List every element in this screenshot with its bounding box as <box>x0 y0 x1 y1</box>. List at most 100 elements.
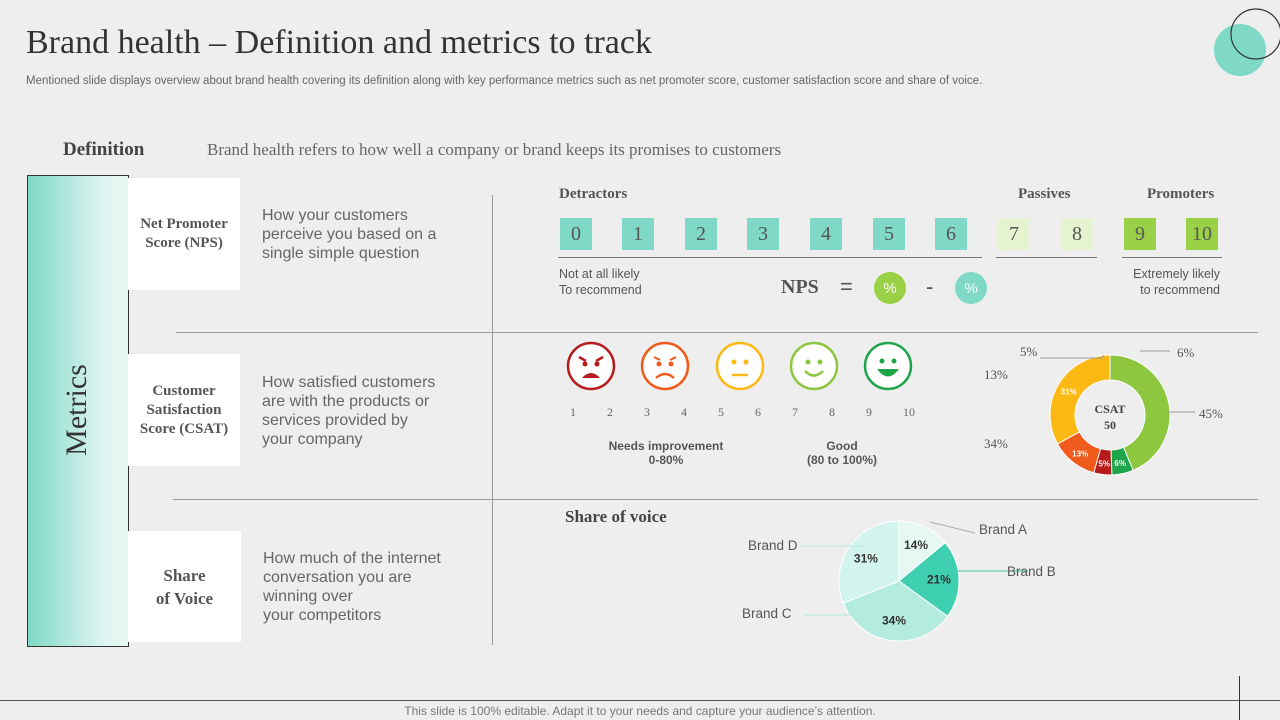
not-likely-note: Not at all likely To recommend <box>559 266 642 298</box>
share-name-line2: of Voice <box>155 588 214 608</box>
detractors-label: Detractors <box>559 186 628 202</box>
share-desc-line2: conversation you are <box>263 569 412 586</box>
needs-line2: 0-80% <box>648 453 684 467</box>
nps-scale-0: 0 <box>560 218 592 250</box>
brand-a-label: Brand A <box>979 522 1028 537</box>
metrics-label: Metrics <box>59 364 93 456</box>
share-name-line1: Share <box>163 565 206 585</box>
page-title: Brand health – Definition and metrics to… <box>26 24 652 61</box>
csat-label-5: 5% <box>1020 344 1038 359</box>
csat-rating-1: 1 <box>570 405 576 419</box>
metrics-label-wrap: Metrics <box>27 175 127 645</box>
nps-desc-line1: How your customers <box>262 207 408 224</box>
sov-slice-1 <box>898 520 946 583</box>
csat-slice-label-3: 5% <box>1098 460 1110 469</box>
csat-rating-9: 9 <box>866 405 872 419</box>
csat-desc-line4: your company <box>262 431 363 448</box>
nps-equals: = <box>840 274 853 299</box>
csat-donut-title: CSAT <box>1094 402 1126 416</box>
row-divider-1 <box>176 332 1258 333</box>
share-name-box: Share of Voice <box>128 531 241 642</box>
needs-line1: Needs improvement <box>608 439 724 453</box>
csat-desc-line2: are with the products or <box>262 393 430 410</box>
csat-donut-value: 50 <box>1104 418 1116 432</box>
happy-face-icon <box>789 341 839 391</box>
csat-name-line3: Score (CSAT) <box>139 420 229 437</box>
nps-scale-10: 10 <box>1186 218 1218 250</box>
nps-name-box: Net Promoter Score (NPS) <box>128 178 240 290</box>
share-desc-line1: How much of the internet <box>263 550 441 567</box>
not-likely-line1: Not at all likely <box>559 267 640 281</box>
share-chart-title: Share of voice <box>565 507 667 526</box>
csat-donut-chart: 6% 5% 13% 31% <box>1049 354 1171 476</box>
csat-name-line2: Satisfaction <box>146 401 222 418</box>
brand-d-label: Brand D <box>748 538 798 553</box>
nps-desc-line2: perceive you based on a <box>262 226 437 243</box>
csat-donut-center: CSAT 50 <box>1080 401 1140 433</box>
csat-rating-8: 8 <box>829 405 835 419</box>
share-desc-line3: winning over <box>263 588 353 605</box>
csat-label-34: 34% <box>984 436 1008 451</box>
nps-scale-4: 4 <box>810 218 842 250</box>
nps-name-line2: Score (NPS) <box>145 235 223 251</box>
sov-slice-label-1: 14% <box>904 538 928 552</box>
sov-slice-2 <box>898 542 960 617</box>
csat-rating-7: 7 <box>792 405 798 419</box>
sov-slice-4 <box>838 520 900 604</box>
share-of-voice-pie: 14% 21% 34% 31% <box>838 520 960 642</box>
csat-slice-label-4: 13% <box>1072 450 1088 459</box>
extremely-likely-line1: Extremely likely <box>1133 267 1220 281</box>
csat-rating-6: 6 <box>755 405 761 419</box>
sov-leader-lines <box>800 521 1028 616</box>
nps-scale-6: 6 <box>935 218 967 250</box>
csat-desc-line3: services provided by <box>262 412 408 429</box>
csat-faces <box>566 341 913 391</box>
extremely-likely-note: Extremely likely to recommend <box>1100 266 1220 298</box>
extremely-likely-line2: to recommend <box>1140 283 1220 297</box>
vertical-divider <box>492 195 493 645</box>
csat-slice-label-5: 31% <box>1061 388 1077 397</box>
very-sad-face-icon <box>566 341 616 391</box>
csat-rating-5: 5 <box>718 405 724 419</box>
nps-scale-9: 9 <box>1124 218 1156 250</box>
nps-scale-2: 2 <box>685 218 717 250</box>
sov-slice-label-4: 31% <box>854 552 878 566</box>
promoters-label: Promoters <box>1147 186 1215 202</box>
csat-rating-10: 10 <box>903 405 915 419</box>
decorative-circles <box>1214 8 1280 76</box>
definition-text: Brand health refers to how well a compan… <box>207 140 782 159</box>
csat-label-13: 13% <box>984 367 1008 382</box>
passives-label: Passives <box>1018 186 1071 202</box>
sov-slice-label-3: 34% <box>882 614 906 628</box>
csat-slice-5 <box>1049 354 1111 445</box>
promoters-percent-circle: % <box>874 272 906 304</box>
good-line1: Good <box>826 439 858 453</box>
csat-name-box: Customer Satisfaction Score (CSAT) <box>128 354 240 466</box>
promoters-underline <box>1122 257 1222 258</box>
needs-improvement-label: Needs improvement 0-80% <box>596 439 736 467</box>
nps-scale-3: 3 <box>747 218 779 250</box>
share-desc-line4: your competitors <box>263 607 382 624</box>
footer-tick <box>1239 676 1240 720</box>
very-happy-face-icon <box>863 341 913 391</box>
csat-slice-1 <box>1109 354 1171 471</box>
csat-leader-lines <box>1040 350 1195 413</box>
footer-text: This slide is 100% editable. Adapt it to… <box>404 704 876 718</box>
detractors-percent-circle: % <box>955 272 987 304</box>
page-subtitle: Mentioned slide displays overview about … <box>26 75 983 87</box>
nps-minus: - <box>926 274 934 299</box>
good-label: Good (80 to 100%) <box>782 439 902 467</box>
csat-slice-label-2: 6% <box>1114 459 1126 468</box>
detractors-underline <box>558 257 982 258</box>
csat-name-line1: Customer <box>152 382 216 399</box>
csat-label-6: 6% <box>1177 345 1195 360</box>
definition-label: Definition <box>63 139 145 160</box>
nps-name-line1: Net Promoter <box>140 216 228 232</box>
sad-face-icon <box>640 341 690 391</box>
csat-desc-line1: How satisfied customers <box>262 374 436 391</box>
nps-scale-1: 1 <box>622 218 654 250</box>
neutral-face-icon <box>715 341 765 391</box>
footer-divider <box>0 700 1280 701</box>
nps-scale-7: 7 <box>998 218 1030 250</box>
csat-rating-4: 4 <box>681 405 687 419</box>
